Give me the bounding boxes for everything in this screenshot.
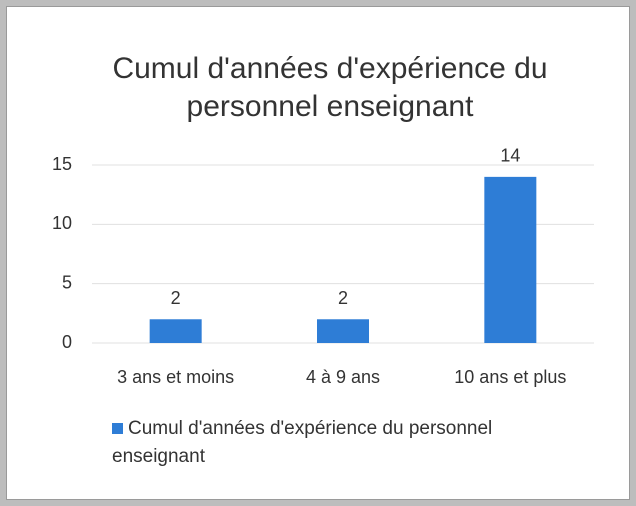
bar: [484, 176, 537, 343]
data-label: 2: [338, 288, 348, 308]
bar: [149, 319, 202, 343]
x-tick-label: 3 ans et moins: [117, 367, 234, 387]
y-tick-label: 10: [52, 213, 72, 233]
bar: [317, 319, 369, 343]
y-tick-label: 0: [62, 332, 72, 352]
data-label: 2: [171, 288, 181, 308]
x-tick-label: 10 ans et plus: [454, 367, 566, 387]
data-label: 14: [500, 146, 520, 166]
chart-title: Cumul d'années d'expérience du personnel…: [112, 52, 548, 123]
y-tick-label: 5: [62, 272, 72, 292]
legend-label: Cumul d'années d'expérience du personnel…: [112, 418, 493, 467]
legend-key: [112, 423, 123, 434]
y-tick-label: 15: [52, 154, 72, 174]
x-tick-label: 4 à 9 ans: [306, 367, 380, 387]
legend: Cumul d'années d'expérience du personnel…: [112, 415, 582, 471]
